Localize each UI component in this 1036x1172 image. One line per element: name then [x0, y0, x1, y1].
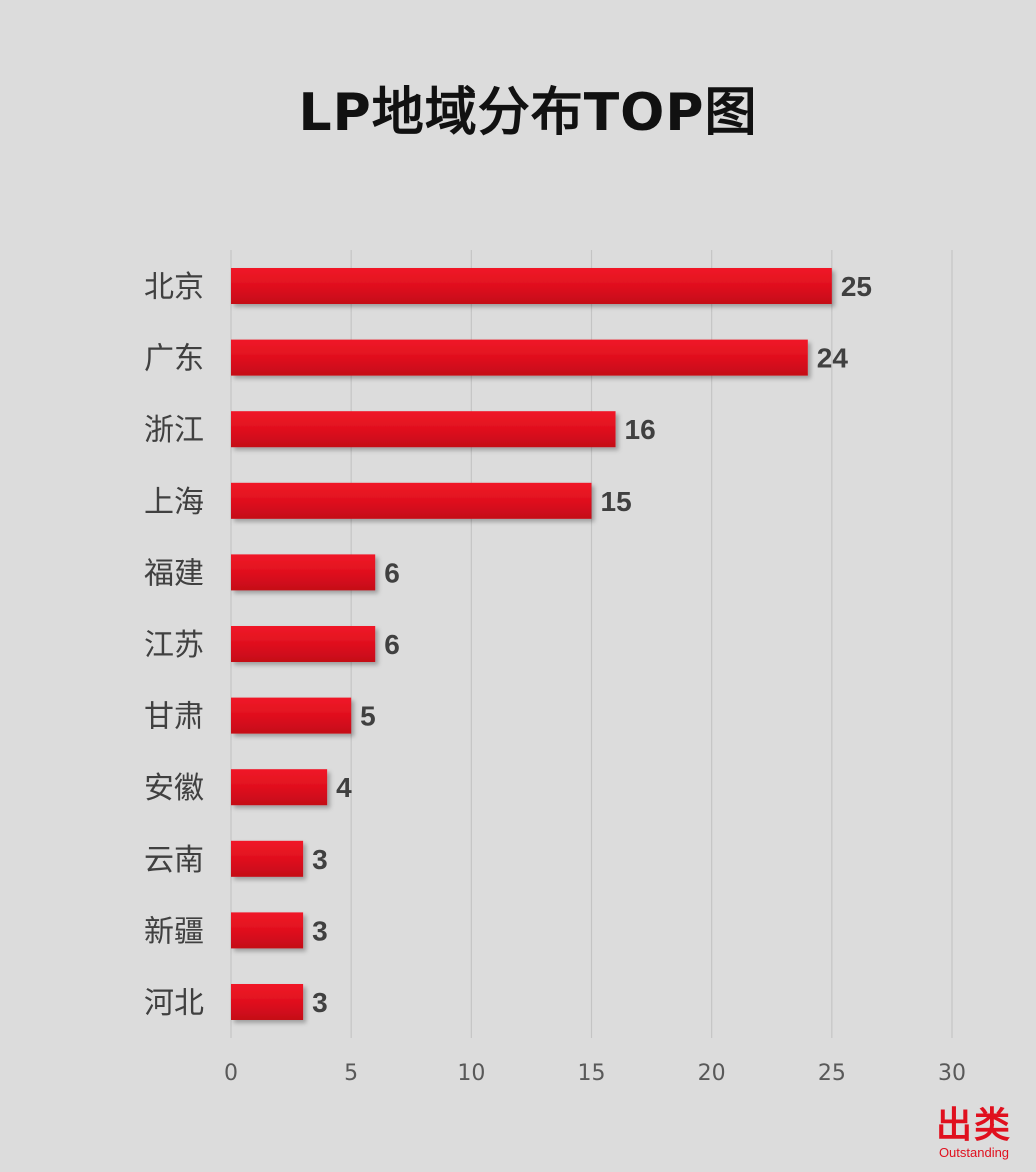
data-label: 25 — [841, 271, 872, 302]
data-label: 5 — [360, 701, 376, 732]
chart-title: LP地域分布TOP图 — [298, 83, 758, 143]
category-label: 江苏 — [144, 628, 204, 663]
category-label: 河北 — [144, 986, 204, 1021]
category-label: 福建 — [144, 556, 204, 591]
data-label: 6 — [384, 557, 400, 588]
category-label: 北京 — [144, 270, 204, 305]
bar-8 — [231, 769, 328, 806]
data-label: 3 — [312, 844, 328, 875]
category-label: 云南 — [144, 843, 204, 878]
x-tick-label: 30 — [938, 1061, 966, 1086]
data-label: 3 — [312, 987, 328, 1018]
bar-5 — [231, 554, 376, 591]
data-label: 16 — [625, 414, 656, 445]
category-label: 安徽 — [144, 771, 204, 806]
brand-logo: 出类 Outstanding — [926, 1106, 1022, 1160]
bar-1 — [231, 268, 832, 304]
category-label: 上海 — [144, 485, 204, 520]
category-label: 新疆 — [144, 914, 204, 949]
category-label: 甘肃 — [144, 700, 204, 735]
bar-4 — [231, 482, 592, 519]
category-label: 浙江 — [144, 413, 204, 448]
bar-2 — [231, 339, 808, 376]
data-label: 24 — [817, 343, 849, 374]
x-tick-label: 0 — [224, 1061, 238, 1086]
x-tick-label: 10 — [457, 1061, 485, 1086]
bar-3 — [231, 411, 616, 448]
logo-subtitle: Outstanding — [938, 1145, 1010, 1160]
x-tick-label: 20 — [698, 1061, 726, 1086]
data-label: 3 — [312, 915, 328, 946]
category-label: 广东 — [144, 342, 204, 377]
bars — [231, 268, 832, 1020]
x-tick-label: 15 — [578, 1061, 606, 1086]
data-label: 6 — [384, 629, 400, 660]
bar-9 — [231, 840, 304, 877]
logo-mark: 出类 — [935, 1105, 1012, 1146]
bar-6 — [231, 626, 376, 662]
bar-7 — [231, 697, 352, 734]
x-tick-label: 5 — [344, 1061, 358, 1086]
x-tick-label: 25 — [818, 1061, 846, 1086]
bar-10 — [231, 912, 304, 949]
bar-11 — [231, 984, 304, 1020]
labels: 0 5 10 15 20 25 30 北京 25 广东 24 浙江 16 上海 15 福建 6 江苏 6 甘肃 5 安徽 4… — [144, 270, 966, 1086]
data-label: 4 — [336, 772, 352, 803]
data-label: 15 — [601, 486, 632, 517]
